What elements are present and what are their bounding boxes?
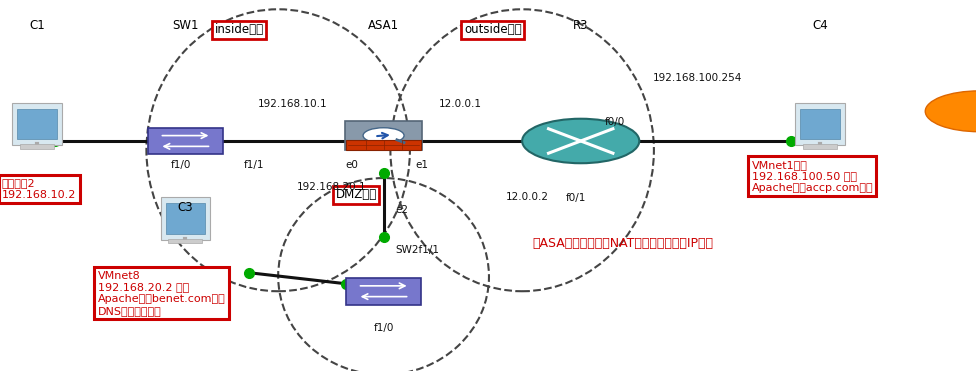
Text: f0/0: f0/0 (605, 118, 626, 127)
FancyBboxPatch shape (13, 103, 61, 145)
Text: SW1: SW1 (172, 19, 199, 33)
FancyBboxPatch shape (18, 109, 57, 139)
Text: VMnet1网卡
192.168.100.50 提供
Apache服务accp.com网站: VMnet1网卡 192.168.100.50 提供 Apache服务accp.… (752, 160, 874, 193)
FancyBboxPatch shape (345, 121, 423, 150)
Text: C1: C1 (29, 19, 45, 33)
FancyBboxPatch shape (795, 103, 844, 145)
Text: ASA1: ASA1 (368, 19, 399, 33)
Text: R3: R3 (573, 19, 589, 33)
FancyBboxPatch shape (800, 109, 839, 139)
Text: 在ASA防火墙上配置NAT地址来转换内部IP地址: 在ASA防火墙上配置NAT地址来转换内部IP地址 (532, 236, 712, 250)
Text: DMZ区域: DMZ区域 (336, 188, 377, 201)
Text: 12.0.0.1: 12.0.0.1 (439, 99, 482, 109)
Text: e0: e0 (345, 160, 358, 170)
FancyBboxPatch shape (346, 278, 421, 305)
Text: outside区域: outside区域 (464, 23, 522, 36)
Text: e2: e2 (395, 205, 408, 214)
Text: 192.168.100.254: 192.168.100.254 (653, 73, 743, 83)
FancyBboxPatch shape (346, 140, 422, 150)
Text: 192.168.20.1: 192.168.20.1 (297, 183, 367, 192)
Text: 本地连接2
192.168.10.2: 本地连接2 192.168.10.2 (2, 178, 76, 200)
Circle shape (363, 128, 404, 143)
Text: 12.0.0.2: 12.0.0.2 (506, 192, 549, 201)
FancyBboxPatch shape (166, 203, 205, 234)
Text: C3: C3 (178, 201, 193, 214)
FancyBboxPatch shape (161, 197, 210, 240)
Text: SW2f1/1: SW2f1/1 (395, 246, 439, 255)
Text: inside区域: inside区域 (215, 23, 264, 36)
Circle shape (925, 91, 976, 132)
FancyBboxPatch shape (148, 128, 223, 154)
Text: e1: e1 (415, 160, 428, 170)
FancyBboxPatch shape (169, 239, 202, 243)
Text: 192.168.10.1: 192.168.10.1 (258, 99, 328, 109)
Text: f1/0: f1/0 (171, 160, 190, 170)
FancyBboxPatch shape (803, 144, 836, 149)
Text: f1/0: f1/0 (374, 324, 393, 333)
Circle shape (522, 119, 639, 163)
Text: VMnet8
192.168.20.2 提供
Apache服务benet.com网站
DNS域名解析服务: VMnet8 192.168.20.2 提供 Apache服务benet.com… (98, 271, 225, 316)
Text: f1/1: f1/1 (243, 160, 264, 170)
Text: C4: C4 (812, 19, 828, 33)
FancyBboxPatch shape (20, 144, 54, 149)
Text: f0/1: f0/1 (566, 194, 586, 203)
